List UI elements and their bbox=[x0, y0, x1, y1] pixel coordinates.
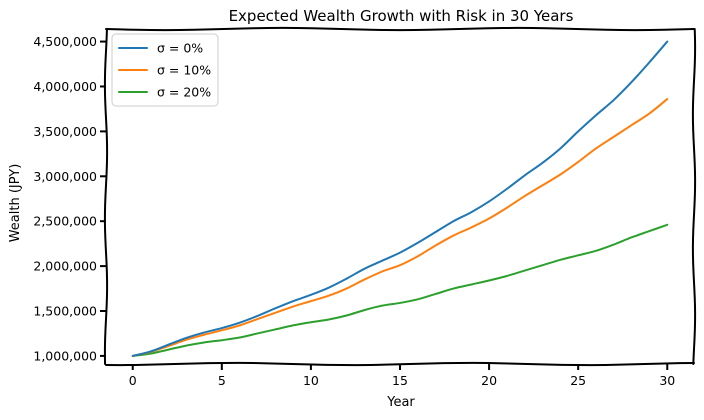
y-tick-label: 2,000,000 bbox=[33, 259, 97, 274]
legend-label: σ = 10% bbox=[157, 63, 211, 78]
series-line-sigma-20 bbox=[131, 223, 669, 357]
y-tick-label: 4,000,000 bbox=[33, 79, 97, 94]
y-axis: 1,000,000 1,500,000 2,000,000 2,500,000 3,00… bbox=[33, 34, 106, 363]
plot-frame bbox=[103, 26, 697, 367]
chart-title: Expected Wealth Growth with Risk in 30 Y… bbox=[229, 7, 574, 25]
series-line-sigma-10 bbox=[131, 98, 669, 357]
x-tick-label: 30 bbox=[659, 373, 675, 388]
x-tick-label: 15 bbox=[392, 373, 408, 388]
y-tick-label: 1,000,000 bbox=[33, 348, 97, 363]
y-tick-label: 3,000,000 bbox=[33, 169, 97, 184]
series-line-sigma-0 bbox=[131, 40, 669, 357]
frame-top bbox=[105, 26, 695, 32]
x-tick-label: 0 bbox=[129, 373, 137, 388]
legend-label: σ = 20% bbox=[157, 85, 211, 100]
x-axis: 0 5 10 15 20 25 30 bbox=[129, 364, 675, 388]
x-axis-label: Year bbox=[386, 395, 415, 410]
frame-left bbox=[103, 28, 109, 365]
legend-entry-sigma-0: σ = 0% bbox=[118, 41, 203, 56]
y-tick-label: 1,500,000 bbox=[33, 304, 97, 319]
legend-box bbox=[111, 33, 219, 107]
legend-entry-sigma-10: σ = 10% bbox=[118, 63, 211, 78]
x-tick-label: 5 bbox=[218, 373, 226, 388]
series-layer bbox=[131, 40, 669, 357]
x-tick-label: 25 bbox=[570, 373, 586, 388]
legend-entry-sigma-20: σ = 20% bbox=[118, 85, 211, 100]
y-tick-label: 4,500,000 bbox=[33, 34, 97, 49]
legend-label: σ = 0% bbox=[157, 41, 203, 56]
y-axis-label: Wealth (JPY) bbox=[8, 164, 23, 243]
frame-right bbox=[691, 28, 697, 365]
y-tick-label: 3,500,000 bbox=[33, 124, 97, 139]
x-tick-label: 20 bbox=[481, 373, 497, 388]
x-tick-label: 10 bbox=[303, 373, 319, 388]
y-tick-label: 2,500,000 bbox=[33, 214, 97, 229]
legend: σ = 0% σ = 10% σ = 20% bbox=[111, 33, 219, 107]
